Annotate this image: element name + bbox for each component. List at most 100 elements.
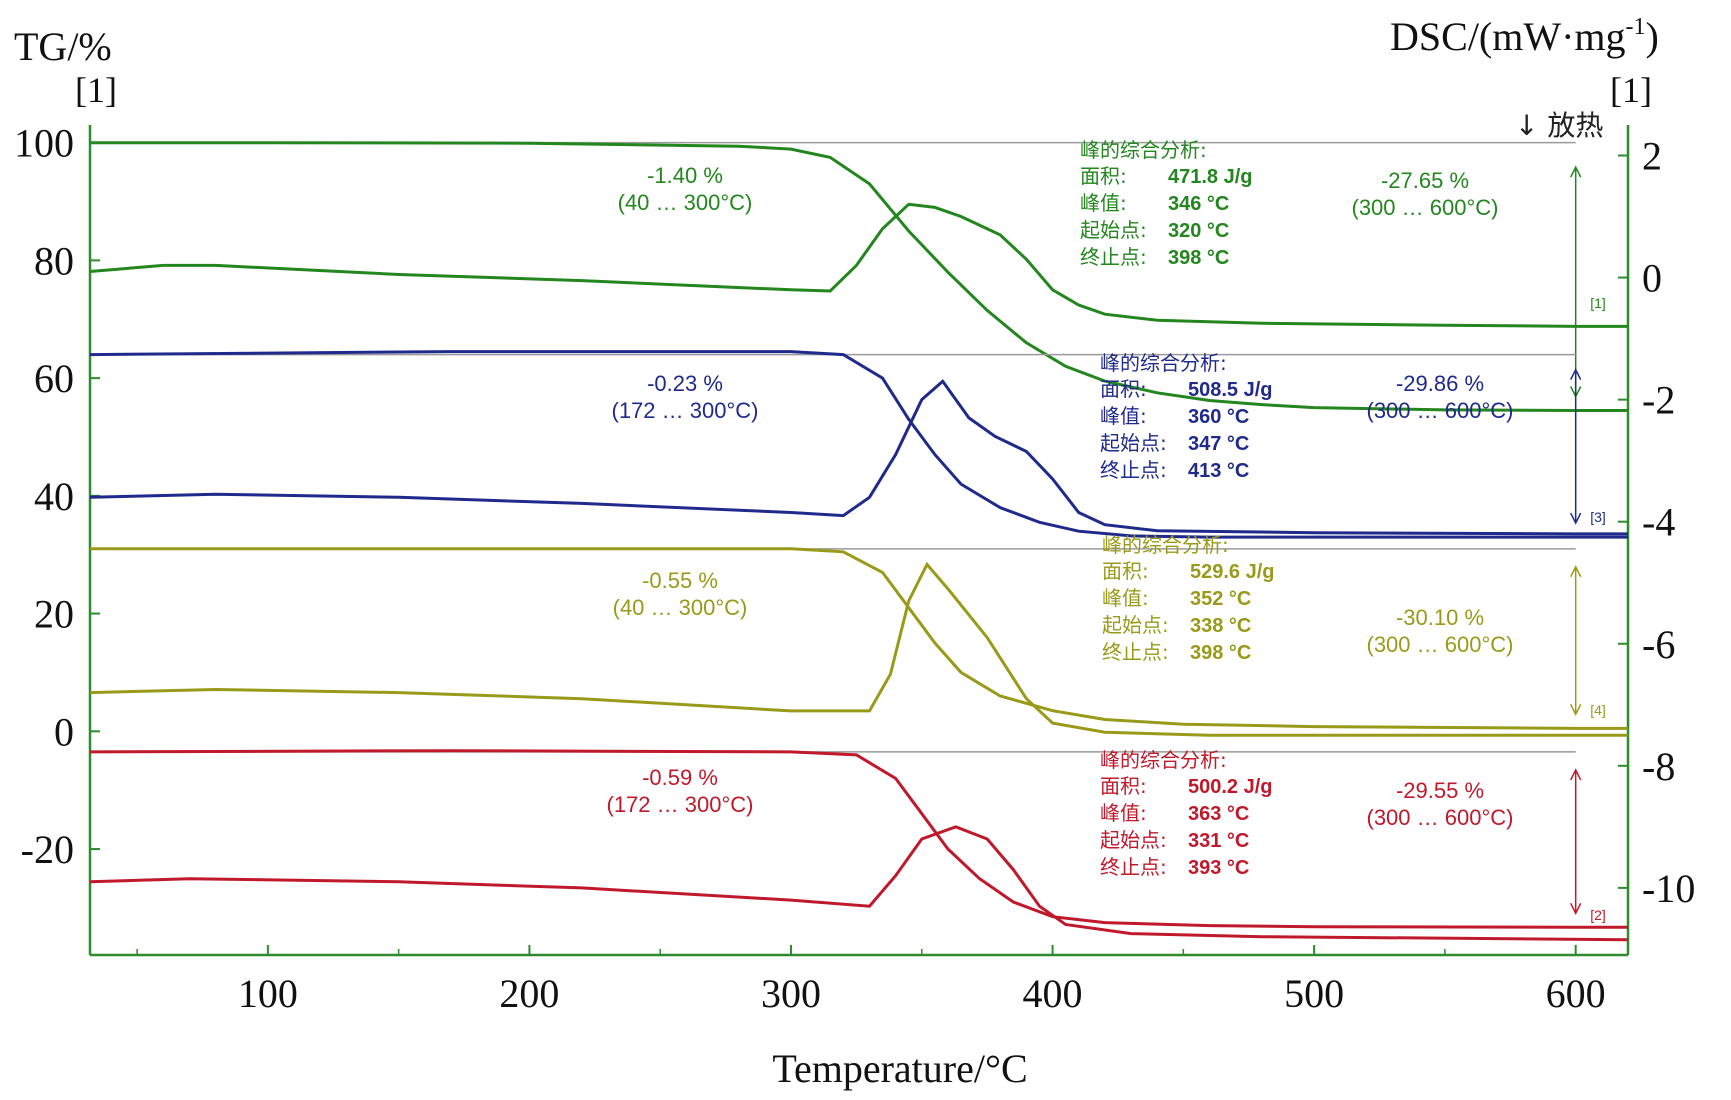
series-s3-step2-range: (300 … 600°C) xyxy=(1367,398,1514,423)
series-s1-step1-value: -1.40 % xyxy=(647,163,723,188)
right-axis-title-sup: -1 xyxy=(1626,14,1646,40)
right-tick-label: -2 xyxy=(1642,378,1675,423)
series-s2-peak-value: 363 °C xyxy=(1188,803,1249,825)
series-s1-area-value: 471.8 J/g xyxy=(1168,166,1253,188)
series-s1-tag: [1] xyxy=(1590,295,1606,311)
series-s2-onset-label: 起始点: xyxy=(1100,828,1167,852)
left-tick-label: 40 xyxy=(34,474,74,519)
series-s3-area-value: 508.5 J/g xyxy=(1188,379,1273,401)
series-s2-tag: [2] xyxy=(1590,907,1606,923)
series-s4-arrow-up-head xyxy=(1570,565,1582,578)
left-tick-label: 0 xyxy=(54,709,74,754)
series-s4-end-label: 终止点: xyxy=(1102,640,1169,664)
left-tick-label: 100 xyxy=(14,121,74,166)
series-s4-arrow-down-head xyxy=(1570,704,1582,717)
x-tick-label: 300 xyxy=(761,971,821,1016)
series-s2-arrow-up-head xyxy=(1570,768,1582,781)
right-axis-title: DSC/(mW·mg-1) xyxy=(1390,14,1659,59)
series-s3-tag: [3] xyxy=(1590,509,1606,525)
series-s4-step2-range: (300 … 600°C) xyxy=(1367,632,1514,657)
series-s3-peak-title: 峰的综合分析: xyxy=(1100,351,1227,375)
right-axis-sublabel: [1] xyxy=(1610,70,1652,110)
series-s3-step1-value: -0.23 % xyxy=(647,371,723,396)
series-s1-arrow-up-head xyxy=(1570,165,1582,178)
series-s3-step1-range: (172 … 300°C) xyxy=(612,398,759,423)
series-s2-end-label: 终止点: xyxy=(1100,855,1167,879)
series-s4-tag: [4] xyxy=(1590,702,1606,718)
series-s4-end-value: 398 °C xyxy=(1190,642,1251,664)
series-s3-peak-label: 峰值: xyxy=(1100,404,1147,428)
series-s3-arrow-up-head xyxy=(1570,367,1582,380)
series-s3-tg-curve xyxy=(89,350,1628,539)
series-s2-step1-value: -0.59 % xyxy=(642,765,718,790)
series-s1-area-label: 面积: xyxy=(1080,164,1127,188)
series-s1-onset-label: 起始点: xyxy=(1080,218,1147,242)
left-tick-label: 60 xyxy=(34,356,74,401)
series-s2-peak-label: 峰值: xyxy=(1100,801,1147,825)
series-s1-peak-label: 峰值: xyxy=(1080,191,1127,215)
series-s1-peak-value: 346 °C xyxy=(1168,193,1229,215)
series-s3-peak-value: 360 °C xyxy=(1188,406,1249,428)
left-tick-label: -20 xyxy=(21,827,74,872)
right-tick-label: -4 xyxy=(1642,500,1675,545)
series-s1-end-label: 终止点: xyxy=(1080,245,1147,269)
series-s4-peak-label: 峰值: xyxy=(1102,586,1149,610)
series-s4-onset-value: 338 °C xyxy=(1190,615,1251,637)
x-tick-label: 400 xyxy=(1023,971,1083,1016)
series-s3-end-value: 413 °C xyxy=(1188,460,1249,482)
x-tick-label: 100 xyxy=(238,971,298,1016)
series-s3-onset-value: 347 °C xyxy=(1188,433,1249,455)
series-s2-step2-value: -29.55 % xyxy=(1396,778,1484,803)
series-s2-area-value: 500.2 J/g xyxy=(1188,776,1273,798)
series-s1-step1-range: (40 … 300°C) xyxy=(618,190,753,215)
series-s4-step1-value: -0.55 % xyxy=(642,568,718,593)
right-axis-title-main: DSC/(mW·mg xyxy=(1390,14,1626,59)
series-s2-tg-curve xyxy=(89,749,1628,929)
series-s2-onset-value: 331 °C xyxy=(1188,830,1249,852)
x-axis-title: Temperature/°C xyxy=(772,1046,1027,1091)
series-s1-peak-title: 峰的综合分析: xyxy=(1080,138,1207,162)
right-tick-label: -10 xyxy=(1642,866,1695,911)
series-s2-area-label: 面积: xyxy=(1100,774,1147,798)
series-s1-dsc-curve xyxy=(89,202,1628,328)
series-s1-step2-value: -27.65 % xyxy=(1381,168,1469,193)
series-s4-dsc-curve xyxy=(89,561,1628,737)
series-s1-onset-value: 320 °C xyxy=(1168,220,1229,242)
right-tick-label: -8 xyxy=(1642,744,1675,789)
series-s2-peak-title: 峰的综合分析: xyxy=(1100,748,1227,772)
series-s4-step2-value: -30.10 % xyxy=(1396,605,1484,630)
series-s1-tg-curve xyxy=(90,141,1628,412)
series-s4-area-value: 529.6 J/g xyxy=(1190,561,1275,583)
series-s2-arrow-down-head xyxy=(1570,902,1582,916)
left-tick-label: 20 xyxy=(34,592,74,637)
annotations: -1.40 %(40 … 300°C)-27.65 %(300 … 600°C)… xyxy=(607,138,1606,923)
series-s3-arrow-down-head xyxy=(1570,512,1582,525)
series-s2-dsc-curve xyxy=(89,825,1629,942)
left-axis-sublabel: [1] xyxy=(75,70,117,110)
series-s4-peak-title: 峰的综合分析: xyxy=(1102,533,1229,557)
x-tick-label: 600 xyxy=(1546,971,1606,1016)
series-s3-dsc-curve xyxy=(89,379,1628,536)
exo-direction-marker: ↓ 放热 xyxy=(1515,109,1603,142)
series-s3-area-label: 面积: xyxy=(1100,377,1147,401)
series-s3-onset-label: 起始点: xyxy=(1100,431,1167,455)
series-s1-step2-range: (300 … 600°C) xyxy=(1352,195,1499,220)
x-tick-label: 200 xyxy=(499,971,559,1016)
series-s1-end-value: 398 °C xyxy=(1168,247,1229,269)
series-s2-step2-range: (300 … 600°C) xyxy=(1367,805,1514,830)
axis-ticks: 100 200 300 400 500 600100806040200-2020-2-4-… xyxy=(14,121,1695,1016)
x-tick-label: 500 xyxy=(1284,971,1344,1016)
left-tick-label: 80 xyxy=(34,238,74,283)
curves xyxy=(89,141,1629,942)
right-tick-label: 0 xyxy=(1642,256,1662,301)
series-s4-onset-label: 起始点: xyxy=(1102,613,1169,637)
series-s2-step1-range: (172 … 300°C) xyxy=(607,792,754,817)
series-s3-end-label: 终止点: xyxy=(1100,458,1167,482)
series-s4-step1-range: (40 … 300°C) xyxy=(613,595,748,620)
series-s4-peak-value: 352 °C xyxy=(1190,588,1251,610)
left-axis-title: TG/% xyxy=(14,24,112,69)
series-s4-area-label: 面积: xyxy=(1102,559,1149,583)
right-tick-label: -6 xyxy=(1642,622,1675,667)
series-s2-end-value: 393 °C xyxy=(1188,857,1249,879)
